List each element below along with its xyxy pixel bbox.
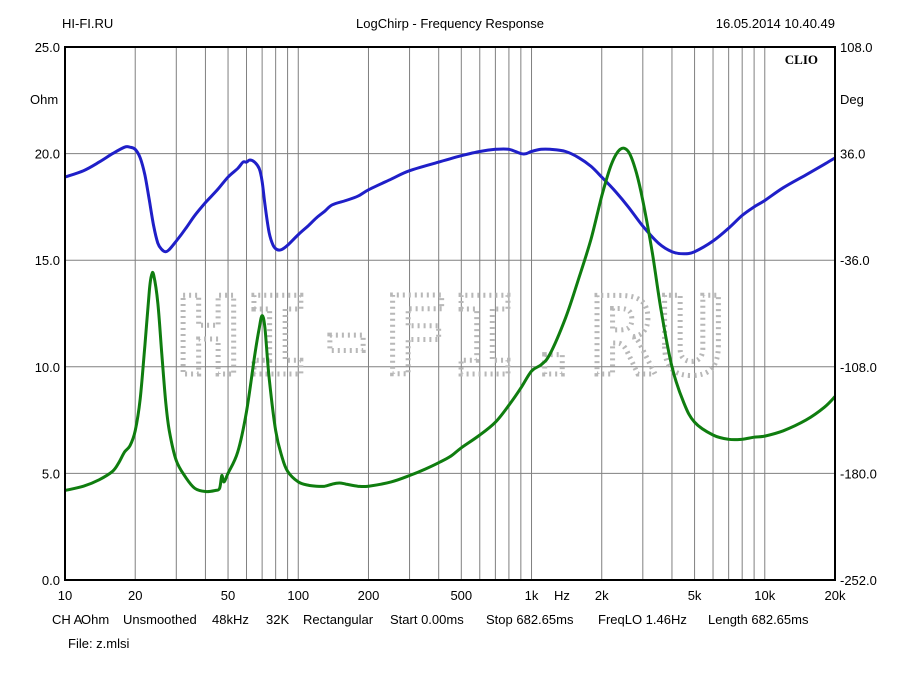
y-tick-label: 10.0 <box>35 360 60 375</box>
y-axis-label: Ohm <box>30 92 58 107</box>
tick-labels: 10 20 50 100 200 500 1k 2k 5k 10k 20k 0.0 5.0 10.0 15.… <box>35 40 877 603</box>
footer-setting: 32K <box>266 612 289 627</box>
y2-tick-label: -108.0 <box>840 360 877 375</box>
footer-setting: Rectangular <box>303 612 374 627</box>
y-tick-label: 5.0 <box>42 466 60 481</box>
series-line-blue <box>64 145 836 256</box>
x-tick-label: 200 <box>358 588 380 603</box>
file-name: File: z.mlsi <box>68 636 130 651</box>
footer-setting: Unsmoothed <box>123 612 197 627</box>
clio-logo: CLIO <box>785 52 818 67</box>
y2-tick-label: 108.0 <box>840 40 873 55</box>
y-tick-label: 20.0 <box>35 147 60 162</box>
x-tick-label: 500 <box>450 588 472 603</box>
footer-setting: FreqLO 1.46Hz <box>598 612 687 627</box>
plot-frame <box>64 46 836 581</box>
curves <box>64 145 837 494</box>
y-tick-label: 25.0 <box>35 40 60 55</box>
x-tick-label: 20k <box>825 588 846 603</box>
footer-setting: Ohm <box>81 612 109 627</box>
x-tick-label: 10 <box>58 588 72 603</box>
chart-title: LogChirp - Frequency Response <box>356 16 544 31</box>
series-line-green <box>64 146 837 494</box>
x-tick-label: 5k <box>688 588 702 603</box>
y2-tick-label: -180.0 <box>840 466 877 481</box>
grid <box>65 47 835 580</box>
x-tick-label: 2k <box>595 588 609 603</box>
footer-setting: 48kHz <box>212 612 249 627</box>
footer-setting: CH A <box>52 612 83 627</box>
x-tick-label: 10k <box>754 588 775 603</box>
y-tick-label: 0.0 <box>42 573 60 588</box>
header-datetime: 16.05.2014 10.40.49 <box>716 16 835 31</box>
y2-tick-label: 36.0 <box>840 147 865 162</box>
x-tick-label: 100 <box>287 588 309 603</box>
y2-tick-label: -252.0 <box>840 573 877 588</box>
header-brand: HI-FI.RU <box>62 16 113 31</box>
footer-setting: Length 682.65ms <box>708 612 809 627</box>
y2-tick-label: -36.0 <box>840 253 870 268</box>
x-tick-label: 20 <box>128 588 142 603</box>
x-tick-label: 50 <box>221 588 235 603</box>
y-tick-label: 15.0 <box>35 253 60 268</box>
footer-setting: Stop 682.65ms <box>486 612 574 627</box>
y2-axis-label: Deg <box>840 92 864 107</box>
x-axis-label: Hz <box>554 588 570 603</box>
x-tick-label: 1k <box>525 588 539 603</box>
footer-setting: Start 0.00ms <box>390 612 464 627</box>
plot-background <box>65 47 835 580</box>
